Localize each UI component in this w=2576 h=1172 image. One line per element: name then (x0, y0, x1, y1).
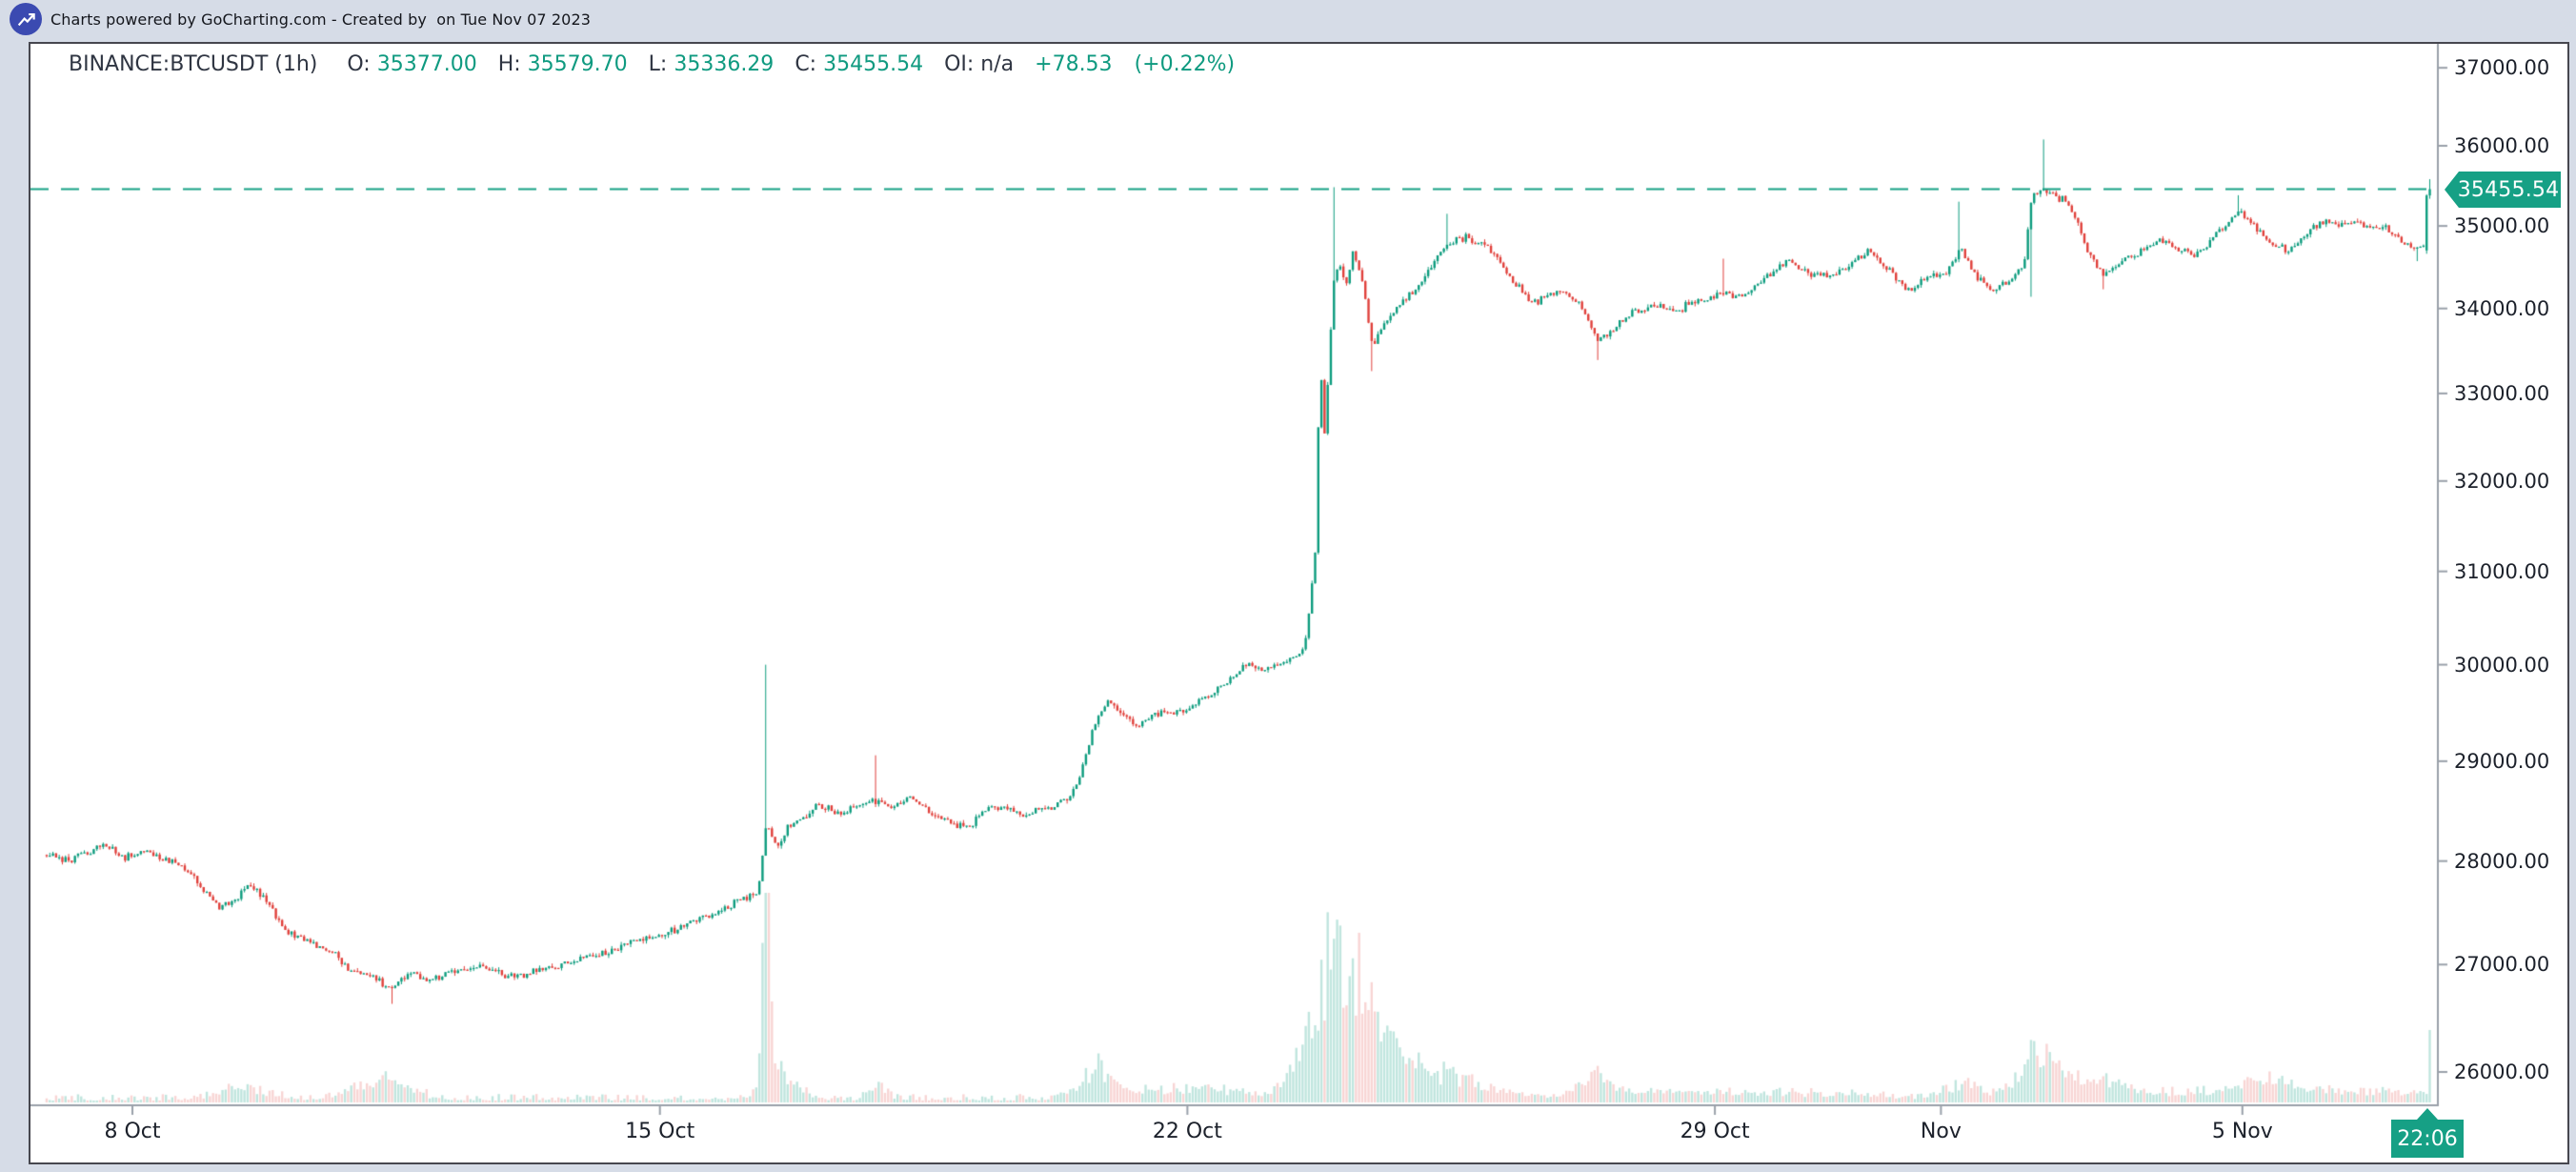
attribution-text: Charts powered by GoCharting.com - Creat… (50, 10, 591, 29)
chart-panel: BINANCE:BTCUSDT (1h) O: 35377.00 H: 35579.… (29, 42, 2569, 1164)
attribution-bar: Charts powered by GoCharting.com - Creat… (0, 0, 2576, 38)
last-price-tag: 35455.54 (2445, 172, 2561, 208)
last-time-value: 22:06 (2397, 1127, 2458, 1151)
gocharting-logo-icon (10, 3, 42, 35)
last-price-value: 35455.54 (2457, 177, 2560, 202)
price-chart-canvas[interactable] (30, 44, 2567, 1162)
